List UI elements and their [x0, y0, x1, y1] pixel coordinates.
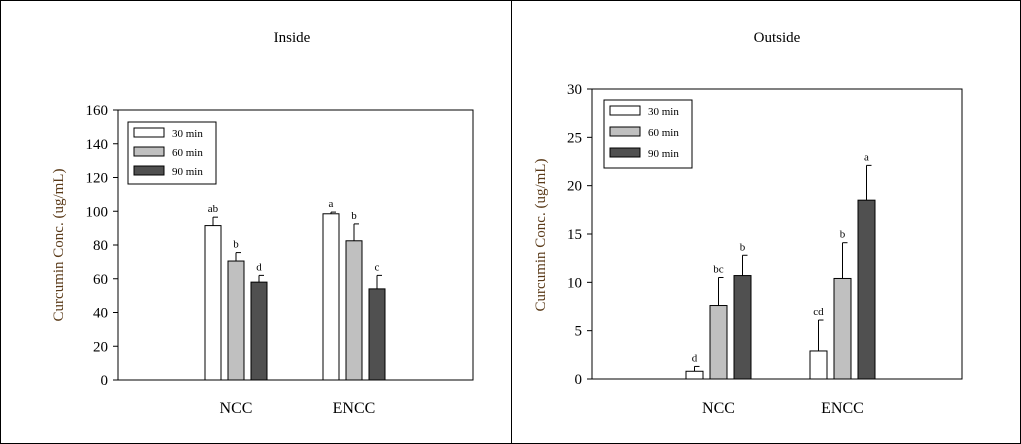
- y-tick-label-inside: 100: [86, 204, 109, 220]
- significance-label-outside: cd: [813, 306, 824, 318]
- significance-label-outside: a: [864, 151, 869, 163]
- legend-label-outside: 30 min: [648, 106, 679, 118]
- y-tick-label-outside: 10: [567, 275, 582, 291]
- significance-label-inside: b: [351, 210, 357, 222]
- significance-label-inside: b: [233, 239, 239, 251]
- legend-label-inside: 30 min: [172, 128, 203, 140]
- bar-inside-encc-90min: [368, 288, 386, 381]
- y-tick-label-inside: 20: [93, 339, 108, 355]
- y-tick-label-outside: 25: [567, 130, 582, 146]
- significance-label-outside: b: [840, 229, 846, 241]
- bar-outside-ncc-60min: [709, 305, 728, 380]
- y-axis-label-inside: Curcumin Conc. (ug/mL): [51, 169, 67, 322]
- y-tick-label-outside: 0: [575, 372, 583, 388]
- bar-outside-encc-60min: [833, 277, 852, 380]
- significance-label-inside: c: [375, 261, 380, 273]
- y-tick-label-inside: 60: [93, 272, 108, 288]
- legend-swatch-inside: [133, 127, 165, 138]
- chart-title-outside: Outside: [754, 30, 801, 46]
- y-axis-label-outside: Curcumin Conc. (ug/mL): [533, 159, 549, 312]
- legend-swatch-outside: [609, 105, 641, 116]
- legend-swatch-inside: [133, 146, 165, 157]
- y-tick-label-inside: 40: [93, 306, 108, 322]
- significance-label-inside: a: [329, 198, 334, 210]
- chart-title-inside: Inside: [274, 30, 311, 46]
- category-label-inside-ncc: NCC: [220, 400, 253, 417]
- significance-label-inside: ab: [208, 203, 219, 215]
- category-label-outside-encc: ENCC: [821, 400, 864, 417]
- significance-label-outside: d: [692, 352, 698, 364]
- y-tick-label-inside: 160: [86, 103, 109, 119]
- y-tick-label-inside: 140: [86, 137, 109, 153]
- panel-divider: [511, 0, 512, 444]
- bar-outside-ncc-30min: [685, 370, 704, 380]
- y-tick-label-outside: 15: [567, 227, 582, 243]
- category-label-outside-ncc: NCC: [702, 400, 735, 417]
- bar-outside-ncc-90min: [733, 275, 752, 380]
- bar-inside-ncc-90min: [250, 281, 268, 381]
- legend-label-inside: 60 min: [172, 147, 203, 159]
- y-tick-label-inside: 120: [86, 171, 109, 187]
- bar-inside-encc-30min: [322, 213, 340, 381]
- legend-label-inside: 90 min: [172, 166, 203, 178]
- y-tick-label-inside: 0: [101, 373, 109, 389]
- bar-inside-ncc-60min: [227, 260, 245, 381]
- bar-inside-ncc-30min: [204, 225, 222, 381]
- legend-label-outside: 60 min: [648, 127, 679, 139]
- y-tick-label-outside: 5: [575, 324, 583, 340]
- significance-label-inside: d: [256, 261, 262, 273]
- bar-outside-encc-30min: [809, 350, 828, 380]
- bar-inside-encc-60min: [345, 240, 363, 381]
- legend-swatch-outside: [609, 147, 641, 158]
- y-tick-label-outside: 30: [567, 82, 582, 98]
- legend-label-outside: 90 min: [648, 148, 679, 160]
- legend-swatch-outside: [609, 126, 641, 137]
- significance-label-outside: b: [740, 241, 746, 253]
- y-tick-label-inside: 80: [93, 238, 108, 254]
- category-label-inside-encc: ENCC: [333, 400, 376, 417]
- significance-label-outside: bc: [713, 264, 724, 276]
- y-tick-label-outside: 20: [567, 179, 582, 195]
- bar-outside-encc-90min: [857, 199, 876, 380]
- legend-swatch-inside: [133, 165, 165, 176]
